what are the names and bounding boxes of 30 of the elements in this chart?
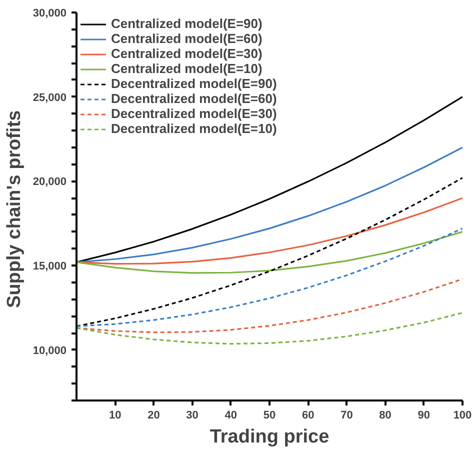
x-tick-label: 90 (418, 410, 430, 422)
legend-label: Centralized model(E=30) (111, 46, 262, 61)
legend-label: Decentralized model(E=90) (111, 76, 277, 91)
y-tick-label: 10,000 (32, 344, 67, 357)
legend-label: Centralized model(E=10) (111, 61, 262, 76)
x-axis-title: Trading price (210, 426, 330, 448)
line-series (76, 197, 462, 265)
y-axis-title: Supply chain's profits (4, 110, 25, 308)
legend-label: Decentralized model(E=60) (111, 91, 277, 106)
line-series (76, 312, 462, 345)
legend-label: Decentralized model(E=10) (111, 121, 277, 136)
x-tick-label: 60 (302, 410, 314, 422)
y-tick-label: 15,000 (32, 260, 67, 273)
line-series (76, 231, 462, 274)
legend-label: Centralized model(E=60) (111, 31, 262, 46)
x-tick-label: 30 (186, 410, 198, 422)
y-tick-label: 30,000 (32, 8, 67, 20)
legend-label: Centralized model(E=90) (111, 16, 262, 31)
x-tick-label: 10 (108, 410, 122, 422)
y-tick-label: 25,000 (32, 92, 67, 104)
x-tick-label: 100 (453, 410, 472, 422)
x-tick-label: 70 (340, 410, 353, 422)
x-tick-label: 20 (148, 410, 160, 422)
x-tick-label: 40 (224, 410, 238, 422)
line-series (76, 228, 462, 328)
legend-label: Decentralized model(E=30) (111, 106, 277, 121)
x-tick-label: 80 (379, 410, 392, 422)
x-tick-label: 50 (263, 410, 276, 422)
line-series (76, 146, 462, 263)
y-tick-label: 20,000 (32, 176, 67, 188)
